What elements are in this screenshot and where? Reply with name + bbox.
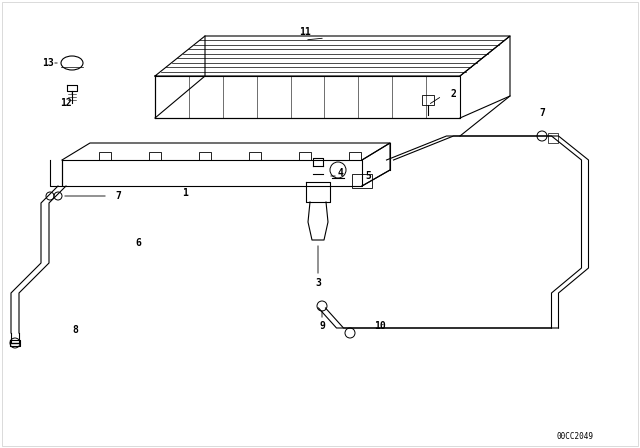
Text: 1: 1 bbox=[182, 188, 188, 198]
Bar bbox=[199, 152, 211, 160]
Bar bbox=[149, 152, 161, 160]
Bar bbox=[299, 152, 311, 160]
Text: 00CC2049: 00CC2049 bbox=[557, 431, 593, 440]
Text: 8: 8 bbox=[72, 325, 78, 335]
Text: 5: 5 bbox=[365, 171, 371, 181]
Text: 6: 6 bbox=[135, 238, 141, 248]
Text: 13: 13 bbox=[42, 58, 54, 68]
Bar bbox=[422, 95, 434, 105]
Text: 7: 7 bbox=[539, 108, 545, 118]
Bar bbox=[249, 152, 261, 160]
Bar bbox=[349, 152, 361, 160]
Text: 2: 2 bbox=[450, 89, 456, 99]
Bar bbox=[548, 133, 558, 143]
Text: 11: 11 bbox=[299, 27, 311, 37]
Text: 7: 7 bbox=[115, 191, 121, 201]
Text: 12: 12 bbox=[60, 98, 72, 108]
Text: 3: 3 bbox=[315, 278, 321, 288]
Text: 4: 4 bbox=[338, 168, 344, 178]
Text: 10: 10 bbox=[374, 321, 386, 331]
Text: 9: 9 bbox=[319, 321, 325, 331]
Bar bbox=[352, 174, 372, 188]
Bar bbox=[99, 152, 111, 160]
